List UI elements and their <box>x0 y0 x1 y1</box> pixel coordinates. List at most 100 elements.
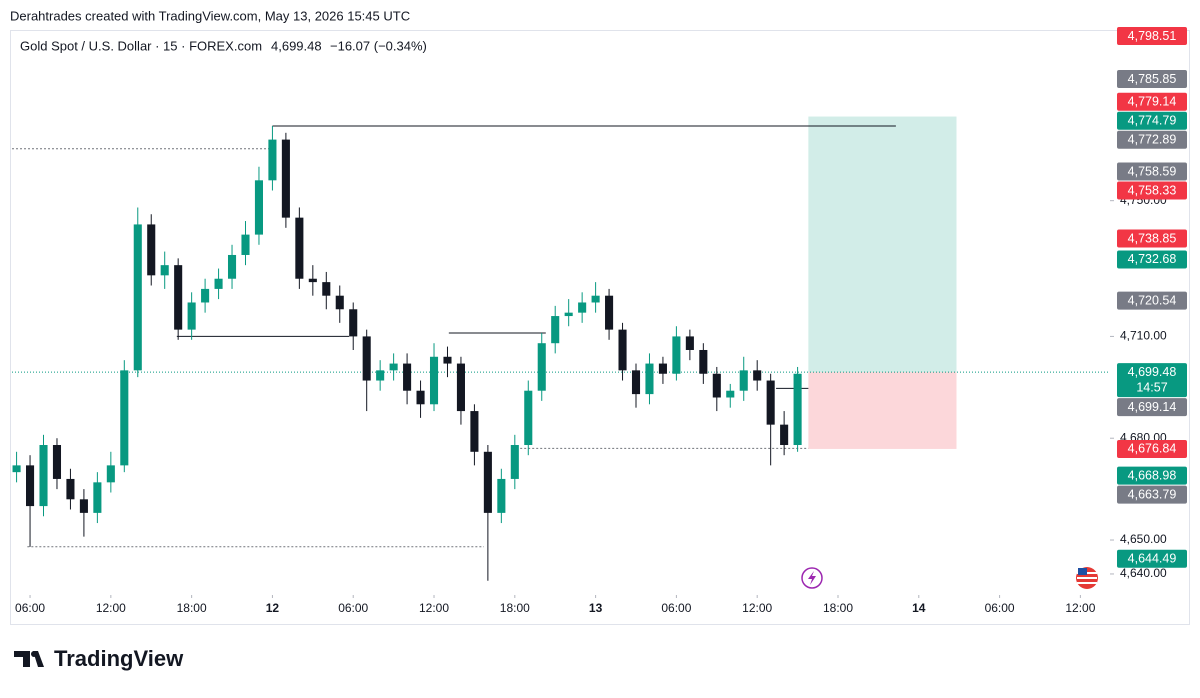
candle-body <box>362 336 371 381</box>
candle-body <box>645 363 654 395</box>
candle-body <box>241 234 250 255</box>
x-tick-label: 14 <box>912 601 926 615</box>
candle-body <box>726 390 735 398</box>
x-tick-label: 12 <box>266 601 280 615</box>
price-tag-label: 4,663.79 <box>1128 487 1177 501</box>
price-tag-label: 4,785.85 <box>1128 72 1177 86</box>
price-tag <box>1117 111 1187 130</box>
candle-body <box>416 390 425 405</box>
price-tag <box>1117 439 1187 458</box>
price-tag <box>1117 291 1187 310</box>
price-tag-label: 4,774.79 <box>1128 114 1177 128</box>
price-tag <box>1117 549 1187 568</box>
candle-body <box>658 363 667 374</box>
price-tag <box>1117 466 1187 485</box>
stop-zone <box>808 372 957 449</box>
candle-body <box>537 343 546 391</box>
candle-body <box>389 363 398 371</box>
candle-body <box>281 139 290 218</box>
candle-body <box>403 363 412 391</box>
price-tag-label: 4,772.89 <box>1128 133 1177 147</box>
price-tag-label: 4,676.84 <box>1128 442 1177 456</box>
price-tag-label: 4,732.68 <box>1128 252 1177 266</box>
x-tick-label: 06:00 <box>661 601 691 615</box>
price-tag-label: 4,699.14 <box>1128 400 1177 414</box>
candle-body <box>160 265 169 276</box>
candle-body <box>201 288 210 303</box>
candle-body <box>456 363 465 412</box>
candle-body <box>295 217 304 279</box>
x-tick-label: 06:00 <box>985 601 1015 615</box>
price-tag <box>1117 363 1187 398</box>
x-tick-label: 18:00 <box>823 601 853 615</box>
brand-dot <box>31 651 37 657</box>
candle-body <box>685 336 694 350</box>
candle-body <box>699 349 708 374</box>
candle-body <box>12 465 21 473</box>
x-tick-label: 12:00 <box>1065 601 1095 615</box>
candle-body <box>470 411 479 452</box>
candle-body <box>79 499 88 513</box>
flag-stripe <box>1077 577 1097 579</box>
price-tag <box>1117 130 1187 149</box>
flag-canton <box>1078 568 1087 575</box>
price-tag <box>1117 92 1187 111</box>
y-tick-label: 4,710.00 <box>1120 329 1167 343</box>
price-tag-label: 4,779.14 <box>1128 95 1177 109</box>
x-tick-label: 18:00 <box>500 601 530 615</box>
candle-body <box>93 482 102 513</box>
flag-icon[interactable] <box>1076 567 1098 589</box>
price-tag-label: 4,738.85 <box>1128 231 1177 245</box>
x-tick-label: 12:00 <box>742 601 772 615</box>
price-tag-label: 4,758.59 <box>1128 164 1177 178</box>
x-tick-label: 13 <box>589 601 603 615</box>
price-tag <box>1117 70 1187 89</box>
price-tag-countdown: 14:57 <box>1136 380 1167 394</box>
candle-body <box>147 224 156 276</box>
candle-body <box>429 356 439 405</box>
candle-body <box>793 373 802 446</box>
candle-body <box>376 370 385 381</box>
y-tick-label: 4,650.00 <box>1120 532 1167 546</box>
candle-body <box>443 356 452 364</box>
candle-body <box>551 316 560 344</box>
event-icon[interactable] <box>801 567 823 589</box>
candle-body <box>254 180 264 235</box>
candle-body <box>39 445 48 507</box>
candle-body <box>322 282 331 296</box>
candle-body <box>52 445 62 479</box>
candle-body <box>120 370 129 466</box>
price-tag <box>1117 27 1187 46</box>
price-tag-label: 4,699.48 <box>1128 365 1177 379</box>
price-tag-label: 4,644.49 <box>1128 552 1177 566</box>
candle-body <box>187 302 196 330</box>
candle-body <box>133 224 142 371</box>
x-tick-label: 12:00 <box>96 601 126 615</box>
candle-body <box>780 424 789 446</box>
legend-symbol: Gold Spot / U.S. Dollar · 15 · FOREX.com <box>20 38 262 53</box>
candle-body <box>524 390 533 446</box>
candle-body <box>66 478 75 500</box>
candle-body <box>268 139 277 181</box>
price-tag-label: 4,798.51 <box>1128 29 1177 43</box>
x-tick-label: 18:00 <box>177 601 207 615</box>
header: Derahtrades created with TradingView.com… <box>10 8 410 23</box>
flag-stripe <box>1077 582 1097 584</box>
candle-body <box>605 295 614 330</box>
price-tag-label: 4,720.54 <box>1128 293 1177 307</box>
price-tag <box>1117 250 1187 269</box>
candle-body <box>631 370 641 395</box>
chart-frame <box>10 30 1190 625</box>
candle-body <box>335 295 344 310</box>
legend-change: −16.07 (−0.34%) <box>330 38 427 53</box>
event-bolt <box>808 571 816 585</box>
price-tag-label: 4,758.33 <box>1128 183 1177 197</box>
candle-body <box>483 451 492 513</box>
x-tick-label: 06:00 <box>15 601 45 615</box>
candle-body <box>766 380 775 425</box>
target-zone <box>808 116 957 373</box>
candle-body <box>591 295 600 303</box>
candle-body <box>214 278 223 289</box>
candle-body <box>672 336 681 374</box>
brand-mark <box>14 651 44 667</box>
